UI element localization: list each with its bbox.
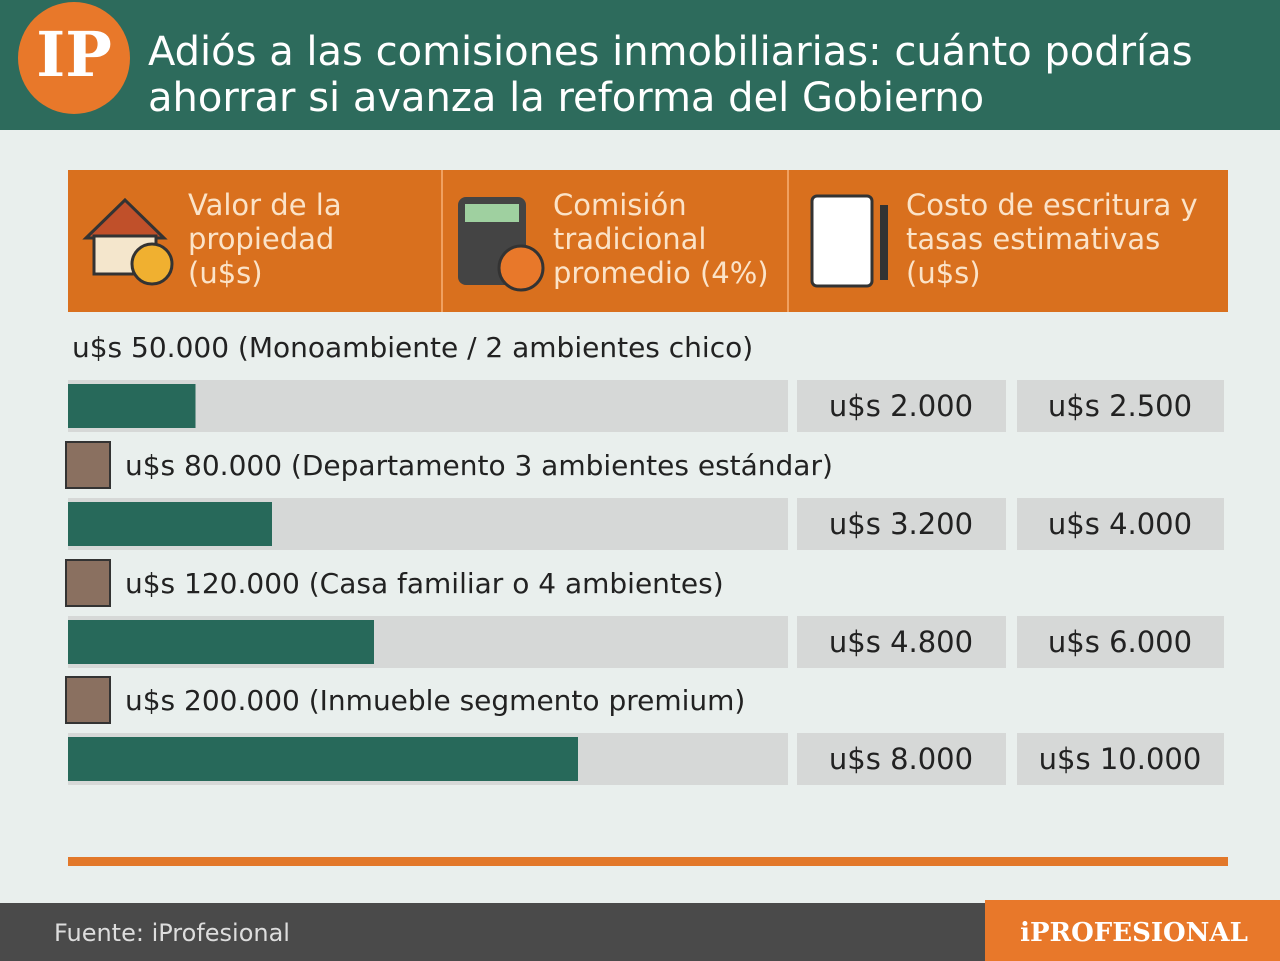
commission: u$s 3.200 bbox=[829, 507, 973, 541]
row-icon bbox=[65, 559, 111, 607]
column-header-band bbox=[68, 170, 1228, 312]
value-cell bbox=[1017, 616, 1224, 668]
bar bbox=[68, 502, 272, 546]
costs: u$s 4.000 bbox=[1048, 507, 1192, 541]
value-cell bbox=[1017, 498, 1224, 550]
house-icon bbox=[82, 197, 174, 286]
commission: u$s 2.000 bbox=[829, 389, 973, 423]
title-line: ahorrar si avanza la reforma del Gobiern… bbox=[148, 75, 984, 121]
value-cell bbox=[1017, 380, 1224, 432]
logo: IP bbox=[36, 18, 112, 91]
row-label: u$s 200.000 (Inmueble segmento premium) bbox=[125, 684, 745, 717]
column-header: (u$s) bbox=[906, 256, 981, 290]
column-header: promedio (4%) bbox=[553, 256, 769, 290]
brand: iPROFESIONAL bbox=[1020, 918, 1248, 948]
value-cell bbox=[797, 498, 1006, 550]
source: Fuente: iProfesional bbox=[54, 919, 290, 947]
column-header: tradicional bbox=[553, 222, 706, 256]
column-header: (u$s) bbox=[188, 256, 263, 290]
bar bbox=[68, 620, 374, 664]
bar bbox=[68, 384, 196, 428]
commission: u$s 8.000 bbox=[829, 742, 973, 776]
value-cell bbox=[797, 733, 1006, 785]
accent-line bbox=[68, 857, 1228, 866]
row-label: u$s 120.000 (Casa familiar o 4 ambientes… bbox=[125, 567, 724, 600]
calculator-icon bbox=[458, 197, 545, 292]
row-icon bbox=[65, 441, 111, 489]
bar bbox=[68, 737, 578, 781]
costs: u$s 10.000 bbox=[1039, 742, 1202, 776]
document-icon bbox=[810, 194, 888, 288]
costs: u$s 2.500 bbox=[1048, 389, 1192, 423]
column-header: Valor de la bbox=[188, 188, 342, 222]
column-header: tasas estimativas bbox=[906, 222, 1160, 256]
commission: u$s 4.800 bbox=[829, 625, 973, 659]
footer-brand-box bbox=[985, 900, 1280, 961]
row-label: u$s 80.000 (Departamento 3 ambientes est… bbox=[125, 449, 833, 482]
title-line: Adiós a las comisiones inmobiliarias: cu… bbox=[148, 29, 1193, 75]
column-header: Costo de escritura y bbox=[906, 188, 1198, 222]
header-band bbox=[0, 0, 1280, 130]
costs: u$s 6.000 bbox=[1048, 625, 1192, 659]
value-cell bbox=[1017, 733, 1224, 785]
value-cell bbox=[797, 616, 1006, 668]
value-cell bbox=[797, 380, 1006, 432]
column-header: propiedad bbox=[188, 222, 334, 256]
logo-circle bbox=[18, 2, 130, 114]
column-header: Comisión bbox=[553, 188, 687, 222]
row-label: u$s 50.000 (Monoambiente / 2 ambientes c… bbox=[72, 331, 753, 364]
row-icon bbox=[65, 676, 111, 724]
